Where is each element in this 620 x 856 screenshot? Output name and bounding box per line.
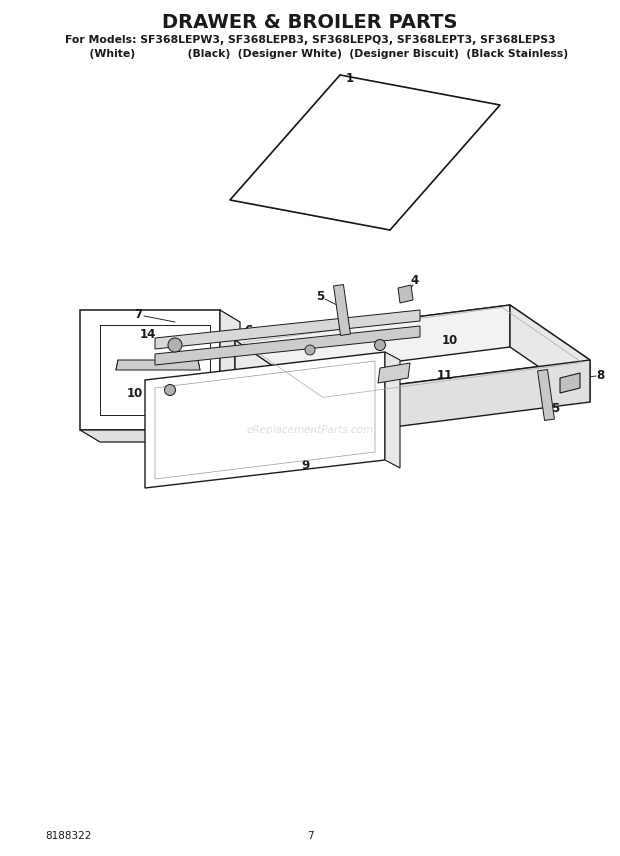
Text: 7: 7 [134, 307, 142, 320]
Circle shape [168, 338, 182, 352]
Text: 8188322: 8188322 [45, 831, 91, 841]
Polygon shape [510, 305, 590, 402]
Polygon shape [334, 284, 350, 336]
Polygon shape [538, 370, 554, 420]
Circle shape [305, 345, 315, 355]
Text: 14: 14 [140, 329, 156, 342]
Circle shape [374, 340, 386, 350]
Polygon shape [80, 430, 240, 442]
Text: DRAWER & BROILER PARTS: DRAWER & BROILER PARTS [162, 13, 458, 32]
Text: 6: 6 [391, 329, 399, 342]
Polygon shape [378, 363, 410, 383]
Polygon shape [235, 340, 315, 437]
Text: 5: 5 [551, 401, 559, 414]
Text: 1: 1 [346, 72, 354, 85]
Polygon shape [145, 352, 385, 488]
Polygon shape [230, 75, 500, 230]
Text: 6: 6 [244, 324, 252, 336]
Text: 5: 5 [316, 289, 324, 302]
Polygon shape [80, 310, 220, 430]
Polygon shape [235, 305, 590, 395]
Polygon shape [235, 305, 510, 382]
Polygon shape [220, 310, 240, 442]
Text: For Models: SF368LEPW3, SF368LEPB3, SF368LEPQ3, SF368LEPT3, SF368LEPS3: For Models: SF368LEPW3, SF368LEPB3, SF36… [64, 35, 556, 45]
Text: eReplacementParts.com: eReplacementParts.com [246, 425, 374, 435]
Text: 9: 9 [301, 459, 309, 472]
Text: 8: 8 [596, 368, 604, 382]
Polygon shape [398, 285, 413, 303]
Polygon shape [155, 310, 420, 349]
Text: 11: 11 [437, 368, 453, 382]
Polygon shape [560, 373, 580, 393]
Text: 10: 10 [127, 387, 143, 400]
Text: 4: 4 [411, 274, 419, 287]
Circle shape [164, 384, 175, 395]
Text: 7: 7 [307, 831, 313, 841]
Polygon shape [315, 360, 590, 437]
Polygon shape [116, 360, 200, 370]
Polygon shape [385, 352, 400, 468]
Text: 10: 10 [442, 334, 458, 347]
Polygon shape [155, 326, 420, 365]
Text: (White)              (Black)  (Designer White)  (Designer Biscuit)  (Black Stain: (White) (Black) (Designer White) (Design… [52, 49, 568, 59]
